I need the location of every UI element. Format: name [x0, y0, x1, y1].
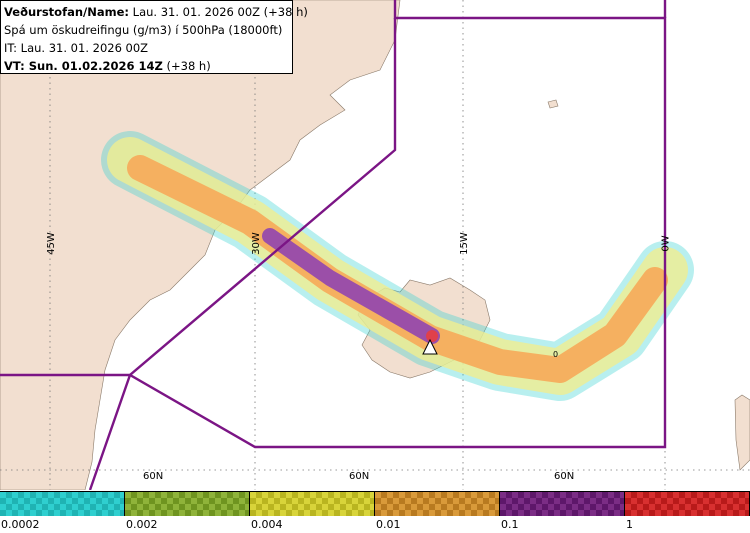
- legend-label: 0.1: [501, 518, 519, 531]
- lon-label-0w: 0W: [660, 235, 672, 252]
- lon-label-45w: 45W: [45, 232, 57, 255]
- lon-label-30w: 30W: [250, 232, 262, 255]
- concentration-legend: 0.0002 0.002 0.004 0.01 0.1 1: [0, 491, 750, 533]
- ash-dispersion-map: 0: [0, 0, 750, 490]
- issuer-label: Veðurstofan/Name:: [4, 5, 129, 19]
- ash-plume: [101, 131, 694, 401]
- legend-swatch: [125, 492, 250, 516]
- legend-swatch: [375, 492, 500, 516]
- greenland-land: [0, 0, 401, 490]
- legend-label: 1: [626, 518, 633, 531]
- island-east: [734, 394, 750, 471]
- forecast-info-box: Veðurstofan/Name: Lau. 31. 01. 2026 00Z …: [0, 0, 308, 74]
- volcano-triangle-icon: [422, 338, 438, 355]
- forecast-description: Spá um öskudreifingu (g/m3) í 500hPa (18…: [4, 23, 283, 37]
- valid-time-offset: (+38 h): [162, 59, 211, 73]
- legend-swatch: [500, 492, 625, 516]
- legend-swatch: [625, 492, 750, 516]
- island-small: [547, 99, 559, 109]
- legend-label: 0.004: [251, 518, 283, 531]
- fir-boundary: [0, 0, 667, 490]
- issue-time: IT: Lau. 31. 01. 2026 00Z: [4, 41, 149, 55]
- lat-label-60n: 60N: [143, 471, 164, 482]
- legend-label: 0.0002: [1, 518, 40, 531]
- plume-contour-label: 0: [553, 350, 558, 359]
- legend-label: 0.002: [126, 518, 158, 531]
- lat-label-60n: 60N: [554, 471, 575, 482]
- valid-time-label: VT: Sun. 01.02.2026 14Z: [4, 59, 163, 73]
- legend-swatch: [250, 492, 375, 516]
- lon-label-15w: 15W: [458, 232, 470, 255]
- lat-label-60n: 60N: [349, 471, 370, 482]
- issuer-value: Lau. 31. 01. 2026 00Z (+38 h): [129, 5, 308, 19]
- legend-swatch: [0, 492, 125, 516]
- legend-label: 0.01: [376, 518, 401, 531]
